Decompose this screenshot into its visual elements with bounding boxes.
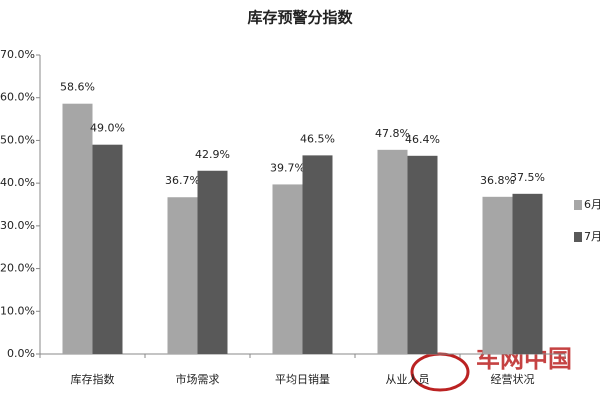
legend-label: 7月: [584, 230, 600, 243]
x-tick-label: 平均日销量: [275, 372, 330, 386]
bar: [377, 149, 408, 354]
value-label: 36.7%: [165, 174, 200, 187]
bar: [407, 155, 438, 354]
value-label: 46.4%: [405, 133, 440, 146]
bar: [167, 197, 198, 354]
legend-swatch: [574, 200, 582, 210]
value-label: 49.0%: [90, 122, 125, 135]
chart-title: 库存预警分指数: [247, 9, 353, 27]
y-tick-label: 30.0%: [0, 219, 35, 232]
value-label: 47.8%: [375, 127, 410, 140]
x-tick-label: 经营状况: [491, 372, 535, 386]
y-tick-label: 50.0%: [0, 133, 35, 146]
y-tick-label: 40.0%: [0, 176, 35, 189]
x-tick-label: 市场需求: [176, 372, 220, 386]
bar: [512, 193, 543, 354]
y-tick-label: 70.0%: [0, 48, 35, 61]
y-tick-label: 60.0%: [0, 91, 35, 104]
value-label: 39.7%: [270, 161, 305, 174]
y-tick-label: 10.0%: [0, 304, 35, 317]
value-label: 36.8%: [480, 174, 515, 187]
value-label: 37.5%: [510, 171, 545, 184]
legend-swatch: [574, 232, 582, 242]
bar: [62, 103, 93, 355]
value-label: 42.9%: [195, 148, 230, 161]
value-label: 46.5%: [300, 132, 335, 145]
x-tick-label: 库存指数: [71, 372, 115, 386]
bar: [272, 184, 303, 354]
x-tick-label: 从业人员: [386, 373, 430, 386]
value-label: 58.6%: [60, 81, 95, 94]
y-tick-label: 20.0%: [0, 262, 35, 275]
legend-label: 6月: [584, 198, 600, 211]
bar: [92, 144, 123, 354]
y-tick-label: 0.0%: [7, 347, 35, 360]
bar: [197, 170, 228, 354]
bar: [302, 155, 333, 354]
bar: [482, 196, 513, 354]
